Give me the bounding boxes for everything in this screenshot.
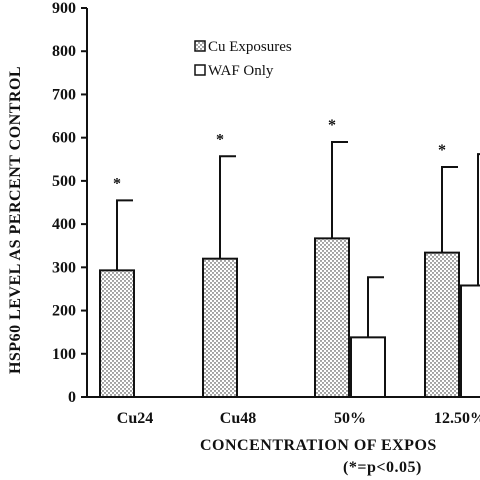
y-tick-label: 600 <box>52 130 76 147</box>
bar-waf-only-3 <box>460 284 480 398</box>
y-axis-label: HSP60 LEVEL AS PERCENT CONTROL <box>7 66 24 374</box>
bars <box>99 237 480 399</box>
bar-cu-exposures-3 <box>424 251 460 398</box>
bar-cu-exposures-0 <box>99 269 135 398</box>
significance-note: (*=p<0.05) <box>343 459 422 476</box>
significance-star: * <box>113 175 121 192</box>
legend-label-waf-only: WAF Only <box>208 63 274 79</box>
significance-star: * <box>438 142 446 159</box>
significance-markers: * * * * <box>113 117 446 192</box>
x-tick-label: Cu24 <box>117 410 153 427</box>
y-tick-label: 100 <box>52 346 76 363</box>
x-tick-label: Cu48 <box>220 410 256 427</box>
y-tick-label: 200 <box>52 303 76 320</box>
y-ticks: 0 100 200 300 400 500 600 700 800 900 <box>52 0 87 406</box>
y-tick-label: 900 <box>52 0 76 17</box>
error-bars <box>116 140 480 338</box>
y-tick-label: 700 <box>52 86 76 103</box>
y-tick-label: 800 <box>52 43 76 60</box>
y-tick-label: 400 <box>52 216 76 233</box>
legend-label-cu-exposures: Cu Exposures <box>208 39 292 55</box>
legend-swatch-waf-only <box>194 64 206 76</box>
x-axis-label: CONCENTRATION OF EXPOS <box>200 437 437 454</box>
significance-star: * <box>216 131 224 148</box>
axes <box>86 8 480 398</box>
x-tick-label: 50% <box>334 410 366 427</box>
legend: Cu Exposures WAF Only <box>194 39 292 79</box>
y-tick-label: 0 <box>68 389 76 406</box>
y-tick-label: 500 <box>52 173 76 190</box>
x-tick-labels: Cu24 Cu48 50% 12.50% <box>117 410 480 427</box>
bar-waf-only-2 <box>350 336 386 398</box>
significance-star: * <box>328 117 336 134</box>
x-tick-label: 12.50% <box>434 410 480 427</box>
bar-cu-exposures-2 <box>314 237 350 398</box>
bar-cu-exposures-1 <box>202 257 238 399</box>
y-tick-label: 300 <box>52 259 76 276</box>
legend-swatch-cu-exposures <box>194 40 206 52</box>
